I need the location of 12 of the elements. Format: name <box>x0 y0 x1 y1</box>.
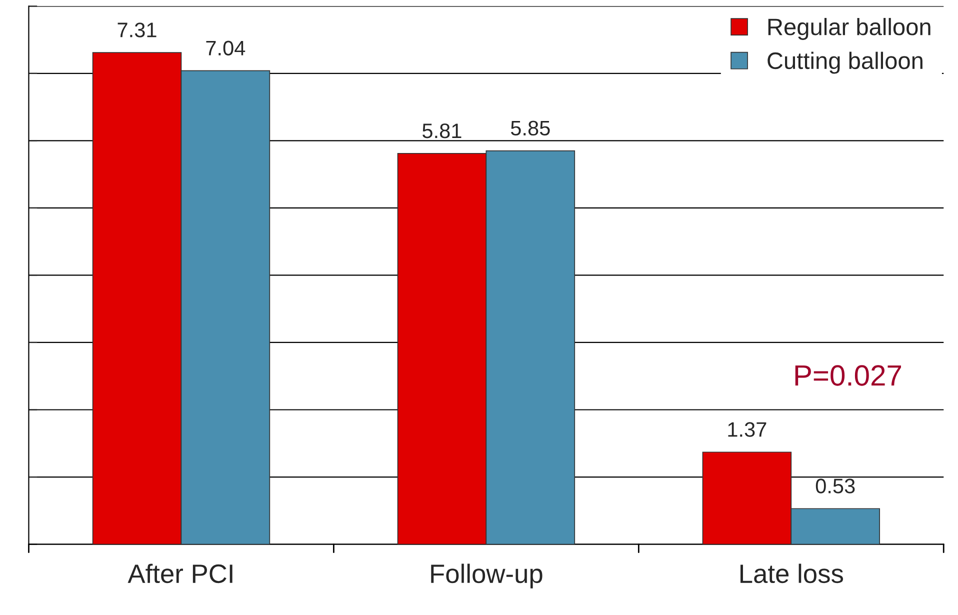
data-label: 5.81 <box>422 123 462 138</box>
data-label: 7.31 <box>118 22 156 38</box>
data-label: 5.85 <box>510 120 550 136</box>
annotation: P=0.027 <box>795 365 901 386</box>
data-label: 7.04 <box>206 40 246 56</box>
x-tick-label: Follow-up <box>431 564 542 588</box>
legend-label: Cutting balloon <box>768 52 922 74</box>
x-tick-label: After PCI <box>128 564 232 584</box>
data-label: 1.37 <box>728 422 766 437</box>
x-tick-label: Late loss <box>740 564 844 584</box>
data-label: 0.53 <box>816 478 855 494</box>
legend-label: Regular balloon <box>768 18 930 40</box>
